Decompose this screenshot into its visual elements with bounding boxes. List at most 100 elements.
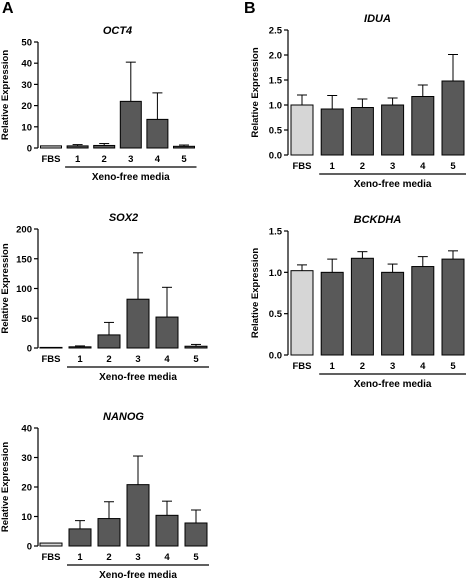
x-tick-label: 1 bbox=[75, 154, 81, 165]
bar-media-1 bbox=[320, 271, 344, 356]
x-tick-label: 5 bbox=[181, 154, 187, 165]
x-tick-label: 1 bbox=[330, 161, 336, 172]
y-tick-label: 0.0 bbox=[269, 351, 282, 362]
bar-media-2 bbox=[97, 518, 121, 547]
bar-fbs bbox=[290, 104, 314, 156]
bar-media-3 bbox=[381, 271, 405, 356]
x-tick-label: FBS bbox=[42, 354, 61, 365]
bar-media-3 bbox=[126, 298, 150, 349]
bar-media-4 bbox=[411, 266, 435, 356]
y-tick-label: 1.5 bbox=[269, 227, 283, 238]
bar-media-4 bbox=[155, 514, 179, 547]
x-tick-label: 3 bbox=[135, 552, 140, 563]
x-tick-label: 3 bbox=[390, 361, 395, 372]
bar-media-5 bbox=[173, 145, 195, 149]
bar-media-3 bbox=[381, 104, 405, 156]
x-tick-label: FBS bbox=[293, 161, 312, 172]
bar-media-5 bbox=[441, 80, 465, 156]
panel-label-a: A bbox=[2, 0, 14, 17]
y-tick-label: 50 bbox=[21, 38, 32, 49]
x-axis-title: Xeno-free media bbox=[92, 172, 170, 183]
y-tick-label: 150 bbox=[16, 254, 32, 265]
x-tick-label: 2 bbox=[102, 154, 107, 165]
bar-media-1 bbox=[68, 346, 92, 349]
bar-media-1 bbox=[320, 108, 344, 156]
bar-fbs bbox=[39, 346, 63, 349]
x-tick-label: 1 bbox=[330, 361, 336, 372]
bar-media-2 bbox=[350, 107, 374, 156]
x-tick-label: 1 bbox=[77, 552, 83, 563]
chart-title: IDUA bbox=[364, 13, 391, 25]
chart-title: SOX2 bbox=[109, 212, 138, 224]
x-tick-label: 4 bbox=[420, 361, 426, 372]
chart-sox2: SOX2 0 50 100 150 200 Relative Expression FBS 1 2… bbox=[0, 212, 209, 383]
y-tick-label: 30 bbox=[21, 453, 32, 464]
y-tick-label: 0.5 bbox=[269, 126, 283, 137]
x-tick-label: 2 bbox=[106, 354, 111, 365]
x-tick-label: 2 bbox=[106, 552, 111, 563]
chart-title: BCKDHA bbox=[354, 214, 402, 226]
bar-media-3 bbox=[119, 100, 142, 149]
chart-idua: IDUA 0.0 0.5 1.0 1.5 2.0 2.5 Relative Expressio… bbox=[250, 13, 466, 190]
y-tick-label: 30 bbox=[21, 80, 32, 91]
x-tick-label: 5 bbox=[450, 361, 456, 372]
y-axis-title: Relative Expression bbox=[0, 50, 11, 140]
y-tick-label: 1.5 bbox=[269, 76, 283, 87]
x-tick-label: FBS bbox=[293, 361, 312, 372]
y-tick-label: 20 bbox=[21, 483, 32, 494]
bar-media-5 bbox=[184, 345, 208, 349]
y-tick-label: 0 bbox=[27, 542, 32, 553]
bar-media-4 bbox=[146, 118, 169, 149]
chart-bckdha: BCKDHA 0.0 0.5 1.0 1.5 Relative Expression FBS… bbox=[250, 214, 466, 390]
y-axis-title: Relative Expression bbox=[0, 442, 11, 532]
y-tick-label: 0.0 bbox=[269, 151, 282, 162]
x-tick-label: FBS bbox=[42, 552, 61, 563]
y-tick-label: 10 bbox=[21, 122, 32, 133]
x-tick-label: 4 bbox=[164, 552, 170, 563]
y-axis-title: Relative Expression bbox=[250, 248, 261, 338]
chart-nanog: NANOG 0 10 20 30 40 Relative Expression FBS 1 2 3 4… bbox=[0, 411, 209, 581]
y-tick-label: 2.0 bbox=[269, 51, 282, 62]
y-axis-title: Relative Expression bbox=[0, 243, 11, 333]
x-tick-label: 5 bbox=[193, 354, 199, 365]
x-tick-label: 2 bbox=[360, 361, 365, 372]
bar-media-4 bbox=[155, 316, 179, 349]
x-tick-label: 3 bbox=[390, 161, 395, 172]
x-tick-label: 4 bbox=[420, 161, 426, 172]
x-tick-label: FBS bbox=[42, 154, 61, 165]
y-tick-label: 100 bbox=[16, 284, 32, 295]
x-axis-title: Xeno-free media bbox=[354, 379, 432, 390]
y-tick-label: 0 bbox=[27, 344, 32, 355]
y-tick-label: 200 bbox=[16, 225, 32, 236]
x-tick-label: 1 bbox=[77, 354, 83, 365]
panel-label-b: B bbox=[244, 0, 256, 17]
x-tick-label: 5 bbox=[193, 552, 199, 563]
x-tick-label: 4 bbox=[155, 154, 161, 165]
chart-title: NANOG bbox=[103, 411, 144, 423]
bar-media-2 bbox=[97, 334, 121, 349]
bar-media-2 bbox=[93, 144, 116, 149]
y-axis-title: Relative Expression bbox=[250, 47, 261, 137]
x-axis-title: Xeno-free media bbox=[354, 179, 432, 190]
y-tick-label: 50 bbox=[21, 314, 32, 325]
x-tick-label: 2 bbox=[360, 161, 365, 172]
x-axis-title: Xeno-free media bbox=[99, 570, 177, 581]
bar-media-5 bbox=[184, 522, 208, 547]
y-tick-label: 2.5 bbox=[269, 26, 283, 37]
bar-media-2 bbox=[350, 257, 374, 356]
x-tick-label: 3 bbox=[128, 154, 133, 165]
chart-oct4: OCT4 0 10 20 30 40 50 Relative Expression FBS 1 2 3… bbox=[0, 25, 197, 183]
bar-media-4 bbox=[411, 96, 435, 156]
bar-fbs bbox=[39, 542, 63, 547]
bar-media-1 bbox=[66, 145, 89, 149]
y-tick-label: 10 bbox=[21, 512, 32, 523]
bar-fbs bbox=[40, 145, 62, 149]
bar-media-3 bbox=[126, 484, 150, 547]
y-tick-label: 0.5 bbox=[269, 309, 283, 320]
bar-media-5 bbox=[441, 258, 465, 356]
bar-fbs bbox=[290, 270, 314, 356]
x-tick-label: 5 bbox=[450, 161, 456, 172]
y-tick-label: 20 bbox=[21, 101, 32, 112]
y-tick-label: 40 bbox=[21, 424, 32, 435]
